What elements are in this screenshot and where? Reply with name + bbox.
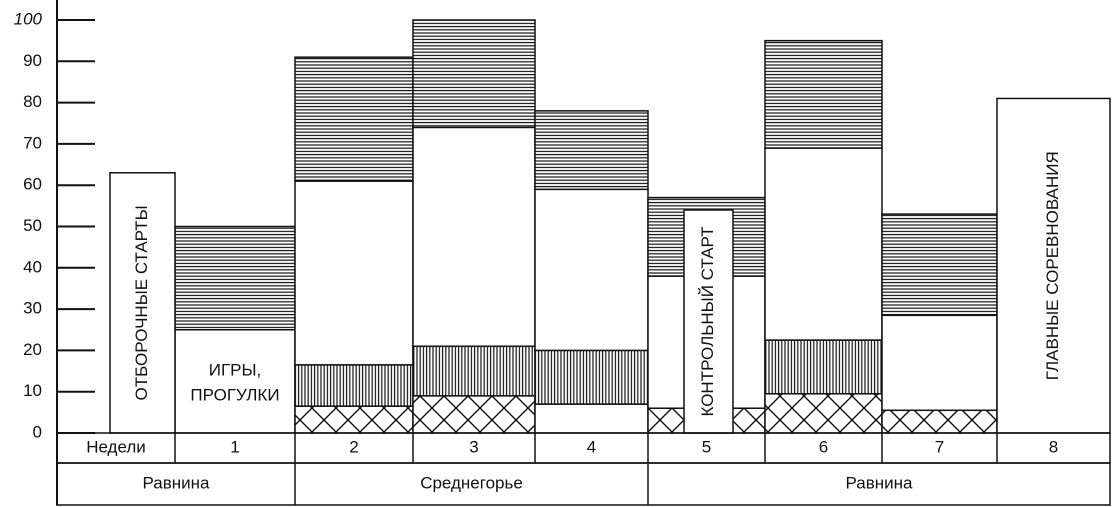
bar-segment: [764, 393, 883, 434]
bar-segment: [412, 19, 536, 129]
x-tick-label: 8: [1049, 437, 1058, 456]
x-tick-label: 6: [819, 437, 828, 456]
bar-segment: [294, 364, 414, 407]
y-tick-label: 60: [23, 175, 42, 194]
bar-segment: [534, 110, 649, 191]
y-tick-label: 100: [14, 9, 43, 28]
y-tick-label: 70: [23, 133, 42, 152]
y-tick-label: 40: [23, 257, 42, 276]
bar-segment: [412, 345, 536, 397]
region-label: Равнина: [846, 473, 914, 492]
marker-bar: [996, 97, 1111, 434]
y-tick-label: 80: [23, 92, 42, 111]
marker-label: ОТБОРОЧНЫЕ СТАРТЫ: [132, 205, 151, 400]
x-tick-label: 5: [702, 437, 711, 456]
y-tick-label: 20: [23, 340, 42, 359]
bar-segment: [764, 339, 883, 395]
x-tick-label: 2: [349, 437, 358, 456]
y-tick-label: 0: [33, 422, 42, 441]
bar-segment: [294, 405, 414, 434]
y-tick-label: 50: [23, 216, 42, 235]
y-tick-label: 10: [23, 381, 42, 400]
marker-bar: [109, 172, 176, 434]
bar-segment: [534, 403, 649, 434]
region-label: Равнина: [143, 473, 211, 492]
bar-segment: [881, 314, 998, 412]
bar-segment: [534, 349, 649, 405]
bar-segment: [174, 329, 296, 434]
annotation: ПРОГУЛКИ: [190, 385, 279, 404]
marker-bar: [683, 209, 734, 434]
bar-segment: [764, 39, 883, 149]
bar-segment: [534, 188, 649, 352]
bar-segment: [294, 56, 414, 182]
bar-segment: [412, 126, 536, 348]
annotation: ИГРЫ,: [209, 360, 262, 379]
x-tick-label: 1: [230, 437, 239, 456]
bar-segment: [881, 213, 998, 317]
y-tick-label: 90: [23, 51, 42, 70]
bar-segment: [412, 395, 536, 434]
x-tick-label: 7: [935, 437, 944, 456]
bar-segment: [294, 180, 414, 366]
region-row: [56, 462, 1111, 506]
bar-segment: [881, 409, 998, 434]
marker-label: ГЛАВНЫЕ СОРЕВНОВАНИЯ: [1043, 151, 1062, 380]
row-label: Недели: [86, 437, 146, 456]
bar-segment: [174, 225, 296, 331]
region-label: Среднегорье: [420, 473, 523, 492]
week-row: [56, 432, 1111, 464]
x-tick-label: 3: [469, 437, 478, 456]
x-tick-label: 4: [587, 437, 596, 456]
y-tick-label: 30: [23, 299, 42, 318]
bar-segment: [764, 147, 883, 341]
marker-label: КОНТРОЛЬНЫЙ СТАРТ: [698, 226, 717, 416]
